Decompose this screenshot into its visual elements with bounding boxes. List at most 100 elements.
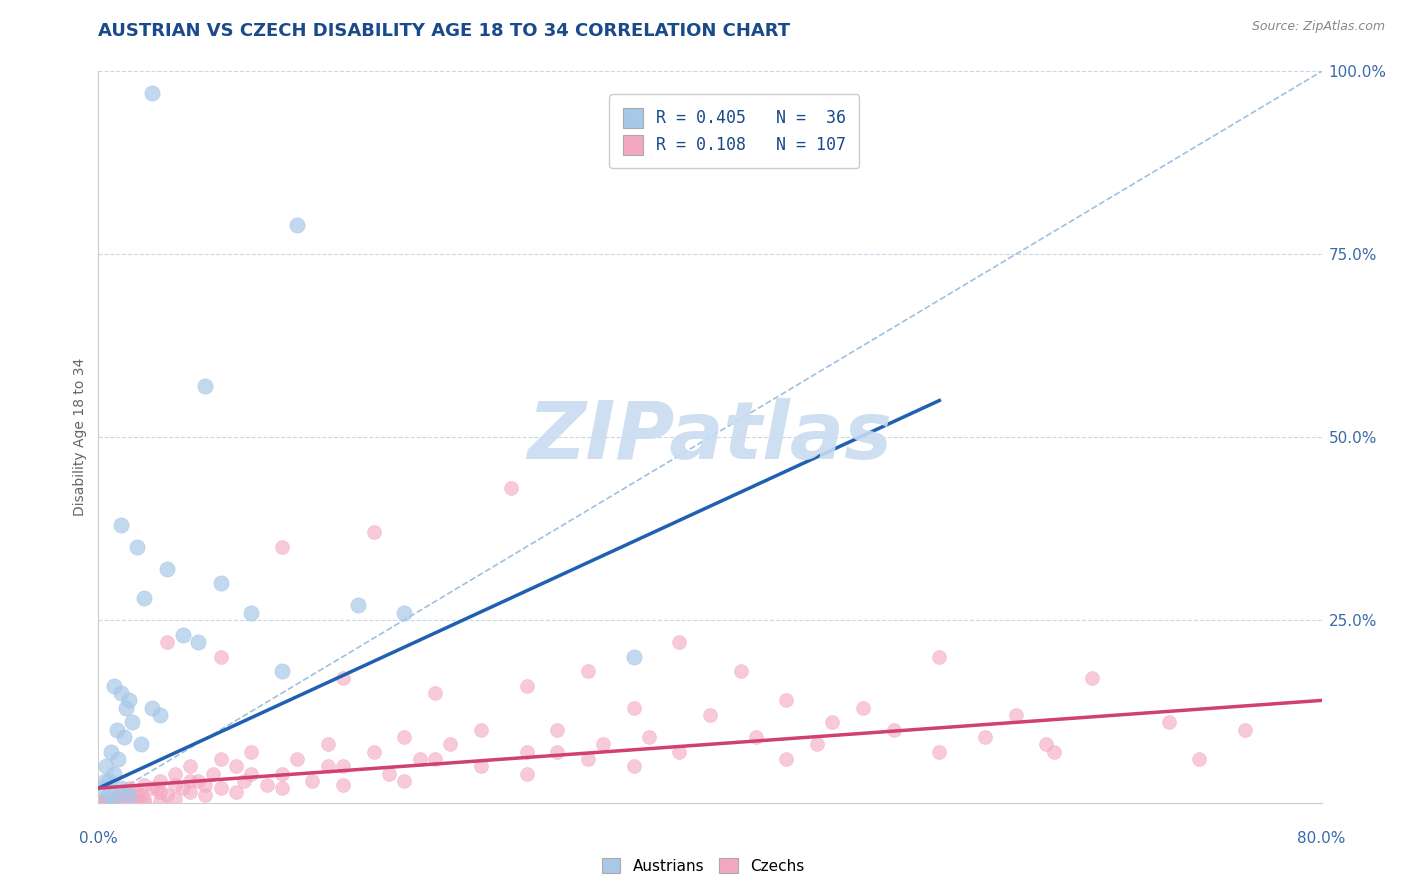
Point	[125, 785, 148, 799]
Point	[256, 777, 278, 792]
Point	[347, 599, 370, 613]
Point	[91, 781, 114, 796]
Point	[516, 766, 538, 780]
Point	[97, 789, 120, 803]
Point	[98, 773, 121, 788]
Point	[501, 481, 523, 495]
Point	[209, 649, 232, 664]
Point	[104, 792, 127, 806]
Point	[187, 635, 209, 649]
Point	[94, 792, 117, 806]
Point	[134, 777, 156, 792]
Point	[163, 792, 186, 806]
Point	[118, 789, 141, 803]
Point	[821, 715, 844, 730]
Point	[94, 795, 117, 809]
Point	[470, 723, 492, 737]
Point	[145, 781, 167, 796]
Point	[149, 785, 172, 799]
Point	[209, 752, 232, 766]
Point	[103, 766, 125, 780]
Legend: Austrians, Czechs: Austrians, Czechs	[596, 852, 810, 880]
Point	[392, 773, 416, 788]
Point	[745, 730, 768, 744]
Point	[141, 87, 163, 101]
Point	[134, 795, 156, 809]
Point	[240, 766, 263, 780]
Point	[103, 795, 125, 809]
Point	[546, 745, 568, 759]
Point	[172, 627, 194, 641]
Point	[134, 792, 156, 806]
Point	[100, 796, 122, 810]
Text: Source: ZipAtlas.com: Source: ZipAtlas.com	[1251, 20, 1385, 33]
Text: 80.0%: 80.0%	[1298, 831, 1346, 846]
Point	[118, 693, 141, 707]
Point	[118, 781, 141, 796]
Point	[470, 759, 492, 773]
Point	[98, 794, 121, 808]
Point	[129, 789, 152, 803]
Point	[115, 700, 138, 714]
Point	[623, 700, 645, 714]
Point	[202, 766, 225, 780]
Point	[163, 777, 186, 792]
Point	[121, 715, 143, 730]
Point	[91, 794, 114, 808]
Point	[730, 664, 752, 678]
Point	[623, 759, 645, 773]
Point	[110, 686, 132, 700]
Point	[378, 766, 401, 780]
Point	[623, 649, 645, 664]
Point	[316, 737, 339, 751]
Point	[285, 752, 308, 766]
Point	[270, 540, 294, 554]
Point	[301, 773, 323, 788]
Point	[270, 781, 294, 796]
Point	[141, 700, 163, 714]
Point	[112, 730, 135, 744]
Point	[121, 796, 143, 810]
Point	[100, 745, 122, 759]
Point	[516, 679, 538, 693]
Point	[225, 785, 247, 799]
Point	[1234, 723, 1257, 737]
Point	[928, 649, 950, 664]
Point	[423, 686, 446, 700]
Point	[408, 752, 430, 766]
Point	[852, 700, 875, 714]
Point	[668, 635, 690, 649]
Point	[110, 517, 132, 532]
Point	[194, 789, 217, 803]
Point	[129, 737, 152, 751]
Point	[194, 379, 217, 393]
Point	[1004, 708, 1026, 723]
Point	[103, 792, 125, 806]
Point	[93, 773, 115, 788]
Text: ZIPatlas: ZIPatlas	[527, 398, 893, 476]
Point	[363, 745, 385, 759]
Point	[93, 796, 115, 810]
Point	[806, 737, 828, 751]
Point	[110, 794, 132, 808]
Point	[94, 759, 117, 773]
Point	[363, 525, 385, 540]
Point	[240, 606, 263, 620]
Point	[775, 693, 797, 707]
Point	[423, 752, 446, 766]
Point	[1157, 715, 1180, 730]
Point	[668, 745, 690, 759]
Point	[172, 781, 194, 796]
Point	[163, 766, 186, 780]
Point	[134, 591, 156, 605]
Point	[179, 773, 201, 788]
Point	[89, 796, 111, 810]
Point	[576, 752, 599, 766]
Point	[775, 752, 797, 766]
Point	[107, 752, 129, 766]
Point	[974, 730, 997, 744]
Point	[97, 795, 120, 809]
Point	[149, 708, 172, 723]
Point	[285, 218, 308, 232]
Point	[225, 759, 247, 773]
